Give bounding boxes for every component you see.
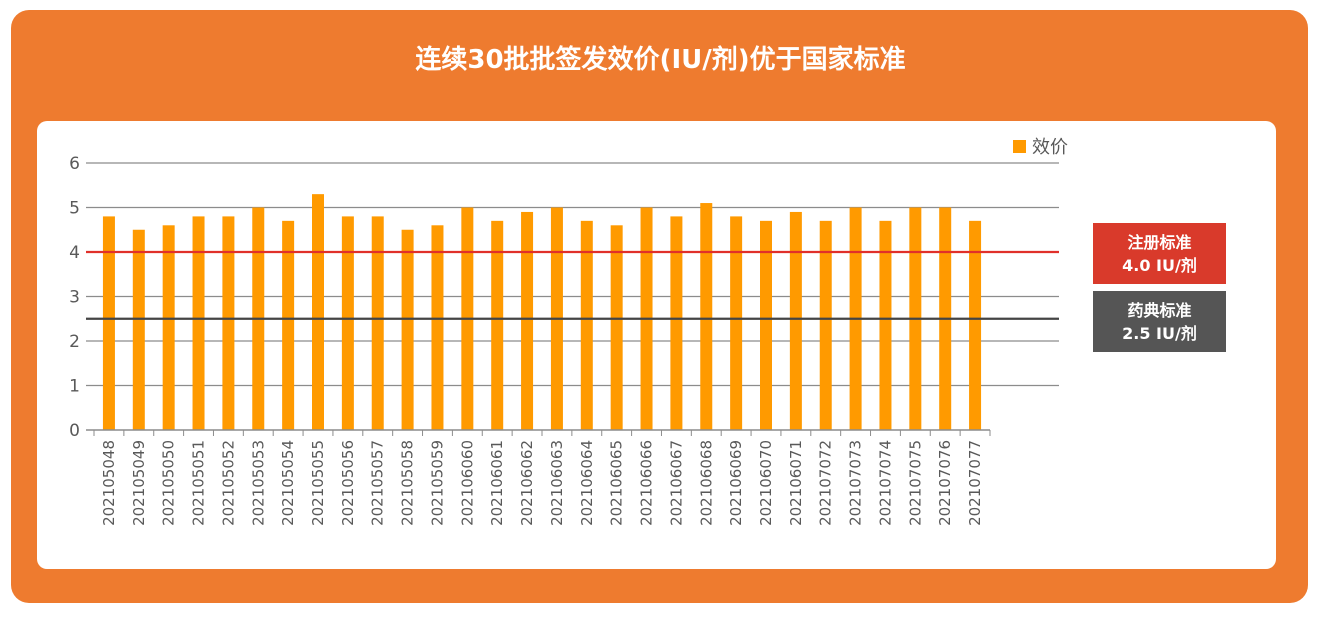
bar [102, 216, 115, 430]
bar [222, 216, 235, 430]
bar [431, 225, 444, 430]
bar [819, 220, 832, 430]
x-tick-label: 202105054 [279, 440, 297, 526]
x-tick-label: 202105048 [100, 440, 118, 526]
bar [969, 220, 982, 430]
x-tick-label: 202105052 [219, 440, 237, 526]
registered-standard-name: 注册标准 [1127, 232, 1192, 252]
bar [491, 220, 504, 430]
y-tick-label: 0 [69, 421, 80, 441]
pharmacopeia-standard-value: 2.5 IU/剂 [1122, 323, 1197, 343]
x-tick-label: 202106071 [787, 440, 805, 526]
x-tick-label: 202107075 [906, 440, 924, 526]
x-tick-label: 202105056 [339, 440, 357, 526]
x-tick-label: 202106060 [458, 440, 476, 526]
bar [730, 216, 743, 430]
bar [192, 216, 205, 430]
bar [371, 216, 384, 430]
x-tick-label: 202107073 [847, 440, 865, 526]
x-tick-label: 202105055 [309, 440, 327, 526]
bar [760, 220, 772, 430]
y-tick-label: 6 [69, 154, 80, 174]
bar [521, 211, 534, 430]
bars-group [102, 194, 982, 430]
chart-card [37, 121, 1276, 569]
x-tick-label: 202105050 [160, 440, 178, 526]
bar [162, 225, 175, 430]
y-tick-label: 5 [69, 199, 80, 219]
x-tick-label: 202106062 [518, 440, 536, 526]
x-tick-label: 202106070 [757, 440, 775, 526]
x-tick-label: 202105049 [130, 440, 148, 526]
x-tick-label: 202106066 [638, 440, 656, 526]
legend: 效价 [1013, 137, 1068, 158]
y-tick-label: 2 [69, 332, 80, 352]
bar [700, 203, 713, 430]
bar [312, 194, 324, 430]
bar [132, 229, 145, 430]
x-tick-label: 202105058 [399, 440, 417, 526]
x-tick-label: 202107074 [876, 440, 894, 526]
registered-standard-tag: 注册标准 4.0 IU/剂 [1093, 223, 1226, 284]
legend-label: 效价 [1032, 137, 1068, 158]
bar [401, 229, 414, 430]
bar [580, 220, 593, 430]
bar [282, 220, 295, 430]
x-tick-label: 202105053 [249, 440, 267, 526]
x-tick-label: 202107077 [966, 440, 984, 526]
y-tick-label: 1 [69, 377, 80, 397]
x-tick-label: 202107072 [817, 440, 835, 526]
pharmacopeia-standard-tag: 药典标准 2.5 IU/剂 [1093, 291, 1226, 352]
x-tick-label: 202105051 [190, 440, 208, 526]
x-tick-label: 202106067 [667, 440, 685, 526]
x-tick-label: 202106061 [488, 440, 506, 526]
x-tick-label: 202106064 [578, 440, 596, 526]
x-tick-label: 202106063 [548, 440, 566, 526]
pharmacopeia-standard-name: 药典标准 [1127, 300, 1192, 320]
axes-group: 0 1 2 3 4 5 6 202105048 202105049 202105050 202105… [69, 154, 991, 526]
bar [670, 216, 683, 430]
chart-title: 连续30批批签发效价(IU/剂)优于国家标准 [415, 45, 906, 75]
registered-standard-value: 4.0 IU/剂 [1122, 255, 1197, 275]
y-tick-label: 3 [69, 288, 80, 308]
x-tick-label: 202106069 [727, 440, 745, 526]
x-tick-label: 202105059 [428, 440, 446, 526]
y-tick-label: 4 [69, 243, 80, 263]
bar [789, 211, 802, 430]
x-tick-label: 202107076 [936, 440, 954, 526]
x-tick-label: 202106068 [697, 440, 715, 526]
reference-lines [86, 250, 1059, 320]
x-tick-label: 202106065 [608, 440, 626, 526]
legend-swatch [1013, 140, 1026, 153]
bar [879, 220, 892, 430]
bar [341, 216, 354, 430]
x-tick-label: 202105057 [369, 440, 387, 526]
bar [610, 225, 623, 430]
